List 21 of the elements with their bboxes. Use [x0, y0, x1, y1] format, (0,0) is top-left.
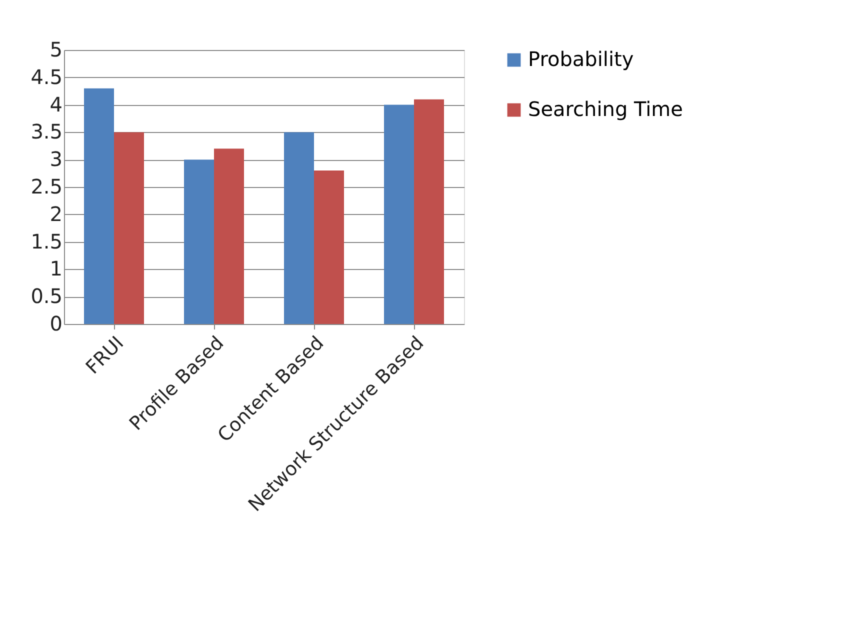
bar: [84, 88, 114, 324]
y-tick-label: 4.5: [30, 64, 62, 89]
y-tick-label: 5: [50, 38, 62, 62]
y-tick-label: 0.5: [30, 284, 62, 308]
y-tick-label: 4: [50, 92, 62, 116]
y-tick-label: 3.5: [30, 120, 62, 144]
bar: [284, 132, 314, 324]
y-tick-label: 1: [50, 256, 62, 281]
y-tick-label: 0: [50, 312, 62, 336]
legend-label: Probability: [528, 47, 634, 71]
legend-label: Searching Time: [528, 97, 683, 121]
bar: [414, 99, 444, 324]
bar: [314, 170, 344, 324]
bar: [184, 160, 214, 324]
bar: [214, 148, 244, 324]
bar: [384, 104, 414, 324]
y-tick-label: 1.5: [30, 229, 62, 254]
bar: [114, 132, 144, 324]
y-tick-label: 2: [50, 202, 62, 226]
y-tick-label: 3: [50, 147, 62, 172]
y-tick-label: 2.5: [30, 174, 62, 198]
